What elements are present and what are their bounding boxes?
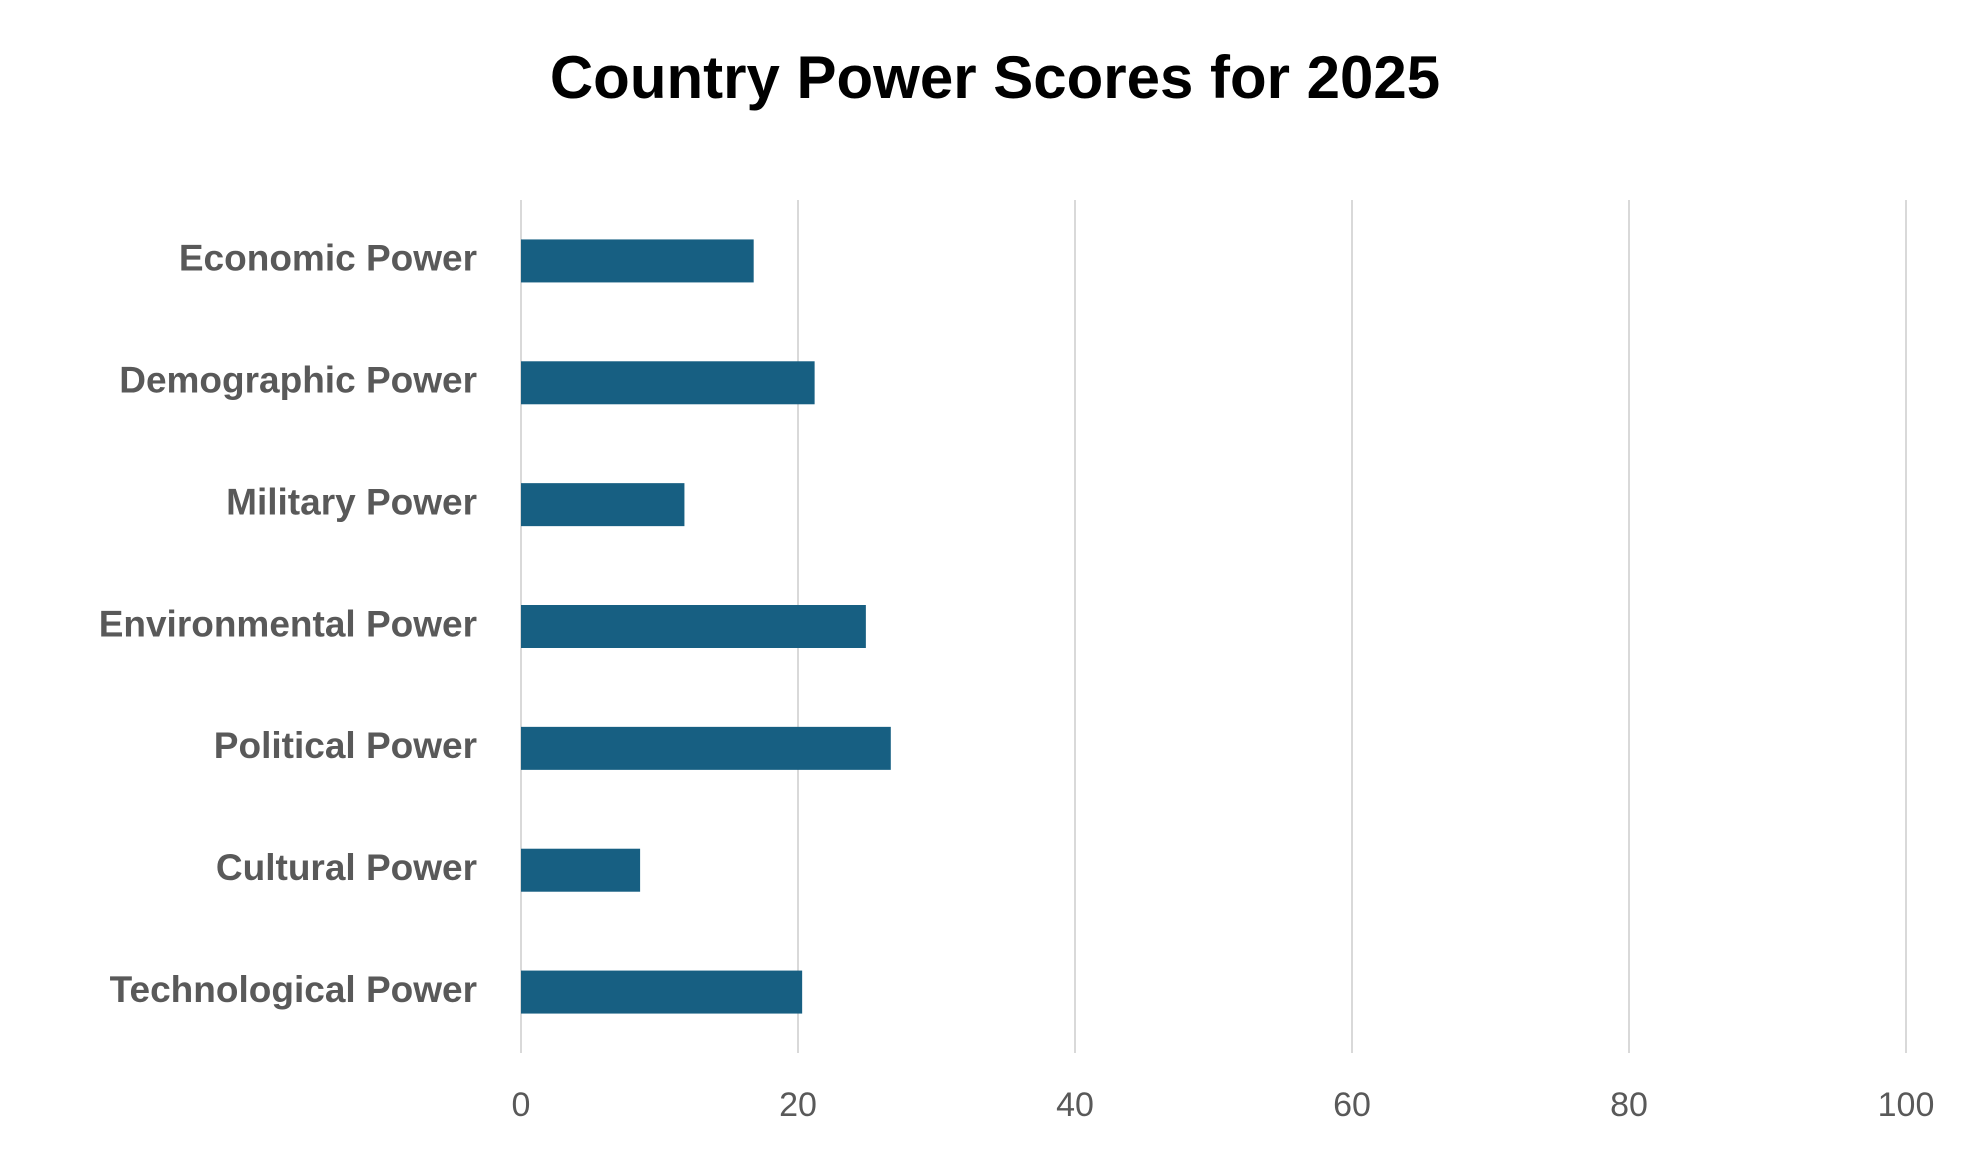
chart-title: Country Power Scores for 2025	[550, 44, 1440, 111]
bar	[521, 605, 866, 648]
x-tick-label: 100	[1878, 1086, 1935, 1124]
x-tick-label: 20	[779, 1086, 817, 1124]
bar	[521, 361, 815, 405]
y-tick-label: Demographic Power	[119, 360, 477, 401]
x-tick-label: 0	[512, 1086, 531, 1124]
bar	[521, 848, 641, 892]
y-tick-label: Military Power	[226, 481, 477, 522]
y-tick-label: Economic Power	[179, 238, 477, 279]
y-tick-label: Political Power	[214, 725, 477, 766]
x-tick-label: 40	[1056, 1086, 1094, 1124]
y-tick-label: Environmental Power	[99, 603, 477, 644]
x-tick-label: 80	[1610, 1086, 1648, 1124]
y-tick-label: Cultural Power	[216, 847, 477, 888]
y-tick-label: Technological Power	[110, 969, 477, 1010]
x-tick-label: 60	[1333, 1086, 1371, 1124]
bar	[521, 483, 685, 527]
bar	[521, 726, 891, 770]
bar	[521, 239, 754, 283]
bar	[521, 970, 803, 1014]
